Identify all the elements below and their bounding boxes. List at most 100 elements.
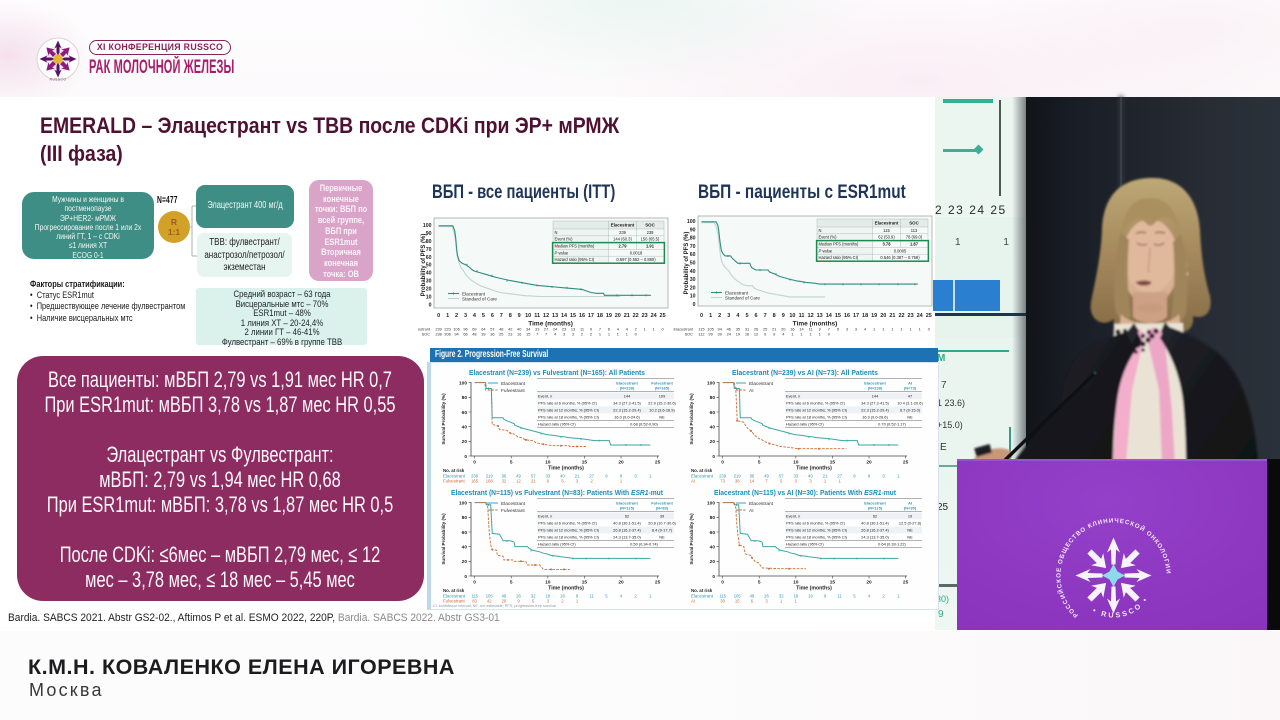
svg-text:25: 25 <box>926 313 932 319</box>
svg-text:Elacestrant: Elacestrant <box>611 223 635 228</box>
svg-text:25: 25 <box>499 332 503 337</box>
svg-text:(N=83): (N=83) <box>656 506 669 511</box>
svg-text:20: 20 <box>502 599 507 604</box>
svg-text:26: 26 <box>764 594 769 599</box>
svg-text:1: 1 <box>576 599 579 604</box>
svg-text:33: 33 <box>545 474 550 479</box>
svg-text:34.3 (27.2-41.5): 34.3 (27.2-41.5) <box>861 401 889 406</box>
svg-text:0: 0 <box>712 574 715 580</box>
svg-text:N: N <box>555 230 558 235</box>
svg-text:18: 18 <box>597 313 603 319</box>
svg-text:(N=239): (N=239) <box>868 386 883 391</box>
svg-text:Fulvestrant: Fulvestrant <box>651 501 673 506</box>
svg-text:3: 3 <box>846 327 848 332</box>
svg-text:15: 15 <box>582 460 588 466</box>
svg-text:15: 15 <box>526 332 530 337</box>
svg-text:Hazard ratio (95% CI): Hazard ratio (95% CI) <box>786 422 824 427</box>
svg-text:3: 3 <box>563 332 565 337</box>
svg-text:1: 1 <box>620 479 623 484</box>
svg-text:20: 20 <box>880 313 886 319</box>
svg-text:70: 70 <box>690 244 696 250</box>
svg-text:105: 105 <box>486 594 494 599</box>
svg-text:80: 80 <box>710 515 716 521</box>
svg-text:20: 20 <box>618 580 624 586</box>
svg-text:Probability of PFS (%): Probability of PFS (%) <box>421 234 427 297</box>
svg-text:Elacestrant: Elacestrant <box>501 381 526 387</box>
svg-text:10: 10 <box>789 313 795 319</box>
svg-text:4: 4 <box>554 332 557 337</box>
svg-text:SOC: SOC <box>422 332 431 337</box>
svg-text:8: 8 <box>509 313 512 319</box>
svg-text:9: 9 <box>824 594 827 599</box>
svg-text:Elacestrant: Elacestrant <box>749 501 774 507</box>
svg-text:33: 33 <box>793 474 798 479</box>
svg-text:Standard of Care: Standard of Care <box>725 295 760 300</box>
svg-text:80: 80 <box>426 239 432 245</box>
svg-text:3: 3 <box>572 332 574 337</box>
svg-text:23: 23 <box>562 327 566 332</box>
svg-text:PFS rate at 12 months, % (95%: PFS rate at 12 months, % (95% CI) <box>786 528 848 533</box>
svg-text:3.78: 3.78 <box>883 242 892 247</box>
svg-text:25: 25 <box>903 580 909 586</box>
svg-text:112: 112 <box>698 332 704 337</box>
svg-text:100: 100 <box>687 219 696 225</box>
svg-text:PFS rate at 12 months, % (95%: PFS rate at 12 months, % (95% CI) <box>786 408 848 413</box>
svg-text:4: 4 <box>736 313 740 319</box>
svg-text:Elacestrant: Elacestrant <box>418 327 431 332</box>
svg-text:16: 16 <box>844 313 850 319</box>
svg-text:AI: AI <box>691 479 695 484</box>
svg-text:Elacestrant: Elacestrant <box>691 594 714 599</box>
svg-text:Hazard ratio (95% CI): Hazard ratio (95% CI) <box>786 542 824 547</box>
svg-text:22.3 (15.2-29.4): 22.3 (15.2-29.4) <box>613 408 641 413</box>
svg-text:6: 6 <box>751 599 754 604</box>
svg-text:5: 5 <box>510 580 513 586</box>
svg-text:40: 40 <box>710 424 716 430</box>
svg-text:113: 113 <box>911 228 918 233</box>
svg-text:Hazard ratio (95% CI): Hazard ratio (95% CI) <box>538 422 576 427</box>
svg-text:16.9 (9.0-26.6): 16.9 (9.0-26.6) <box>862 415 888 420</box>
svg-text:100: 100 <box>459 500 467 506</box>
svg-text:9: 9 <box>853 474 856 479</box>
svg-text:Fulvestrant: Fulvestrant <box>443 599 465 604</box>
svg-text:1: 1 <box>599 332 601 337</box>
svg-text:219: 219 <box>734 474 742 479</box>
svg-text:40: 40 <box>710 544 716 550</box>
svg-text:62: 62 <box>873 514 877 519</box>
svg-text:Median PFS (months): Median PFS (months) <box>555 244 595 249</box>
svg-text:20: 20 <box>462 559 468 565</box>
svg-text:0: 0 <box>473 460 476 466</box>
svg-text:1: 1 <box>873 327 875 332</box>
svg-text:1: 1 <box>653 327 655 332</box>
svg-text:Fulvestrant: Fulvestrant <box>443 479 465 484</box>
svg-text:73: 73 <box>720 479 725 484</box>
svg-text:Probability of PFS (%): Probability of PFS (%) <box>684 232 690 295</box>
svg-text:24: 24 <box>553 327 558 332</box>
svg-text:4: 4 <box>617 327 620 332</box>
svg-text:25: 25 <box>763 327 767 332</box>
svg-text:3: 3 <box>855 327 857 332</box>
svg-text:20: 20 <box>781 327 786 332</box>
svg-text:9: 9 <box>590 327 592 332</box>
svg-text:47: 47 <box>908 394 912 399</box>
svg-text:23: 23 <box>908 313 914 319</box>
svg-text:66: 66 <box>463 332 467 337</box>
svg-text:109: 109 <box>659 394 666 399</box>
svg-text:20: 20 <box>690 285 696 291</box>
svg-text:70: 70 <box>426 247 432 253</box>
svg-text:39: 39 <box>718 332 722 337</box>
svg-text:SOC: SOC <box>909 221 919 226</box>
svg-text:48: 48 <box>499 327 503 332</box>
svg-text:18: 18 <box>793 594 798 599</box>
svg-text:(N=115): (N=115) <box>868 506 883 511</box>
svg-text:0.546 (0.387 – 0.768): 0.546 (0.387 – 0.768) <box>880 255 920 260</box>
svg-text:115: 115 <box>471 594 478 599</box>
svg-text:2: 2 <box>561 599 564 604</box>
svg-text:42: 42 <box>487 599 492 604</box>
svg-text:• RUSSCO •: • RUSSCO • <box>1091 594 1150 619</box>
svg-text:16: 16 <box>560 594 565 599</box>
svg-text:80: 80 <box>690 236 696 242</box>
svg-text:80: 80 <box>710 395 716 401</box>
svg-text:16: 16 <box>579 313 585 319</box>
svg-text:0: 0 <box>464 454 467 460</box>
svg-text:57: 57 <box>531 474 536 479</box>
